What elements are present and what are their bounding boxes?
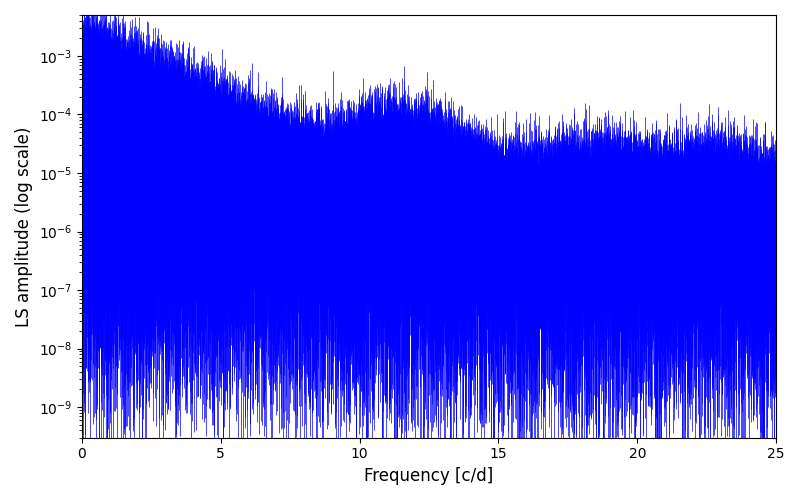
X-axis label: Frequency [c/d]: Frequency [c/d] [364, 467, 494, 485]
Y-axis label: LS amplitude (log scale): LS amplitude (log scale) [15, 126, 33, 326]
